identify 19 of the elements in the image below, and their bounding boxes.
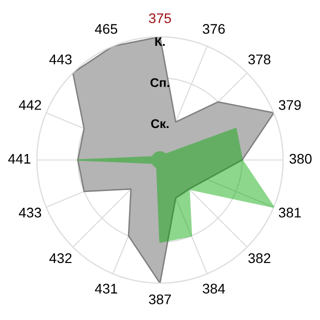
spoke-label: 387 [148,294,171,304]
y-tick-label: Сп. [150,78,170,88]
spoke-label: 441 [8,154,30,164]
spoke-label: 442 [18,100,42,110]
spoke-label: 380 [290,154,312,164]
spoke-label: 379 [278,100,301,110]
spoke-label: 376 [202,24,225,34]
spoke-label: 465 [94,24,118,34]
spoke-label: 443 [49,54,72,64]
spoke-label: 381 [278,208,301,218]
spoke-label: 432 [49,253,72,264]
spoke-label: 378 [248,54,270,64]
spoke-label: 433 [18,208,42,218]
spoke-label: 431 [94,284,118,294]
spoke-label: 384 [202,284,225,294]
y-tick-label: К. [155,37,165,46]
spoke-label: 375 [148,13,172,24]
spoke-label: 382 [248,253,270,264]
y-tick-label: Ск. [151,119,169,128]
